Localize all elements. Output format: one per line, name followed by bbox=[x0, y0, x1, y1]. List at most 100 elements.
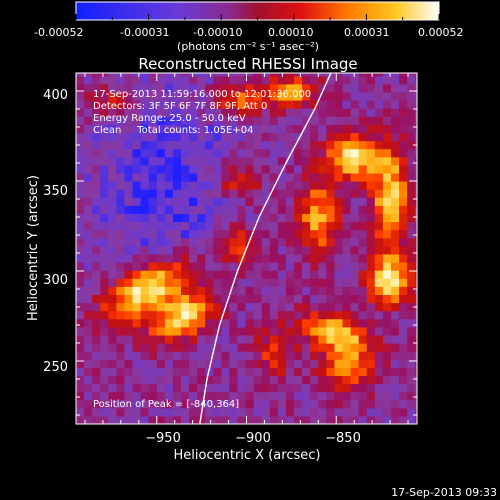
heatmap-pixel bbox=[205, 83, 214, 93]
heatmap-pixel bbox=[213, 132, 222, 142]
heatmap-pixel bbox=[180, 351, 190, 360]
heatmap-pixel bbox=[366, 343, 376, 352]
heatmap-pixel bbox=[124, 197, 134, 206]
heatmap-pixel bbox=[156, 189, 166, 198]
heatmap-pixel bbox=[269, 286, 279, 295]
heatmap-pixel bbox=[197, 326, 206, 336]
heatmap-pixel bbox=[140, 359, 150, 368]
heatmap-pixel bbox=[415, 124, 417, 133]
heatmap-pixel bbox=[172, 343, 182, 352]
heatmap-pixel bbox=[390, 326, 400, 336]
heatmap-pixel bbox=[237, 367, 247, 376]
heatmap-pixel bbox=[253, 197, 263, 206]
heatmap-pixel bbox=[116, 108, 126, 117]
heatmap-pixel bbox=[358, 334, 368, 344]
heatmap-pixel bbox=[140, 318, 150, 328]
heatmap-pixel bbox=[132, 326, 142, 336]
heatmap-pixel bbox=[310, 181, 319, 190]
heatmap-pixel bbox=[415, 262, 417, 271]
heatmap-pixel bbox=[407, 367, 416, 376]
heatmap-pixel bbox=[399, 100, 408, 109]
heatmap-pixel bbox=[382, 156, 392, 166]
heatmap-pixel bbox=[205, 375, 214, 385]
heatmap-pixel bbox=[164, 407, 174, 417]
heatmap-pixel bbox=[407, 181, 416, 190]
heatmap-pixel bbox=[285, 415, 295, 424]
heatmap-pixel bbox=[382, 237, 392, 247]
heatmap-pixel bbox=[302, 407, 311, 417]
heatmap-pixel bbox=[269, 326, 279, 336]
heatmap-pixel bbox=[148, 213, 158, 223]
heatmap-pixel bbox=[148, 310, 158, 320]
heatmap-pixel bbox=[415, 310, 417, 320]
heatmap-pixel bbox=[189, 83, 198, 93]
heatmap-pixel bbox=[302, 351, 311, 360]
heatmap-pixel bbox=[294, 310, 303, 320]
heatmap-pixel bbox=[116, 399, 126, 409]
heatmap-pixel bbox=[116, 205, 126, 214]
heatmap-pixel bbox=[253, 278, 263, 287]
heatmap-pixel bbox=[407, 253, 416, 263]
heatmap-pixel bbox=[237, 181, 247, 190]
heatmap-pixel bbox=[318, 75, 327, 85]
heatmap-pixel bbox=[245, 221, 255, 231]
heatmap-pixel bbox=[350, 407, 360, 417]
heatmap-pixel bbox=[76, 116, 85, 125]
heatmap-pixel bbox=[197, 132, 206, 142]
heatmap-pixel bbox=[342, 310, 352, 320]
heatmap-pixel bbox=[221, 237, 231, 247]
heatmap-pixel bbox=[180, 197, 190, 206]
heatmap-pixel bbox=[237, 351, 247, 360]
heatmap-pixel bbox=[294, 359, 303, 368]
heatmap-pixel bbox=[237, 132, 247, 142]
heatmap-pixel bbox=[245, 237, 255, 247]
heatmap-pixel bbox=[310, 270, 319, 279]
heatmap-pixel bbox=[261, 359, 271, 368]
heatmap-pixel bbox=[350, 181, 360, 190]
heatmap-pixel bbox=[229, 132, 239, 142]
heatmap-pixel bbox=[390, 237, 400, 247]
heatmap-pixel bbox=[124, 383, 134, 393]
heatmap-pixel bbox=[229, 310, 239, 320]
heatmap-pixel bbox=[294, 302, 303, 312]
heatmap-pixel bbox=[221, 229, 231, 239]
heatmap-pixel bbox=[100, 237, 109, 247]
heatmap-pixel bbox=[84, 294, 93, 304]
heatmap-pixel bbox=[148, 415, 158, 424]
heatmap-pixel bbox=[310, 407, 319, 417]
heatmap-pixel bbox=[407, 229, 416, 239]
heatmap-pixel bbox=[180, 359, 190, 368]
heatmap-pixel bbox=[294, 383, 303, 393]
heatmap-pixel bbox=[156, 294, 166, 304]
heatmap-pixel bbox=[277, 262, 287, 271]
heatmap-pixel bbox=[334, 75, 344, 85]
heatmap-pixel bbox=[221, 205, 231, 214]
heatmap-pixel bbox=[100, 343, 109, 352]
heatmap-pixel bbox=[100, 407, 109, 417]
heatmap-pixel bbox=[132, 124, 142, 133]
heatmap-pixel bbox=[156, 310, 166, 320]
heatmap-pixel bbox=[294, 253, 303, 263]
heatmap-pixel bbox=[358, 253, 368, 263]
heatmap-pixel bbox=[189, 189, 198, 198]
heatmap-pixel bbox=[277, 302, 287, 312]
heatmap-pixel bbox=[197, 100, 206, 109]
heatmap-pixel bbox=[92, 343, 101, 352]
heatmap-pixel bbox=[116, 334, 126, 344]
heatmap-pixel bbox=[318, 245, 327, 255]
heatmap-pixel bbox=[342, 148, 352, 158]
timestamp: 17-Sep-2013 09:33 bbox=[391, 486, 497, 499]
heatmap-pixel bbox=[140, 100, 150, 109]
heatmap-pixel bbox=[399, 197, 408, 206]
heatmap-pixel bbox=[197, 221, 206, 231]
heatmap-pixel bbox=[237, 294, 247, 304]
heatmap-pixel bbox=[374, 132, 384, 142]
heatmap-pixel bbox=[100, 116, 109, 125]
heatmap-pixel bbox=[326, 140, 336, 150]
heatmap-pixel bbox=[334, 181, 344, 190]
heatmap-pixel bbox=[358, 270, 368, 279]
heatmap-pixel bbox=[310, 148, 319, 158]
heatmap-pixel bbox=[407, 415, 416, 424]
heatmap-pixel bbox=[164, 262, 174, 271]
heatmap-pixel bbox=[213, 383, 222, 393]
